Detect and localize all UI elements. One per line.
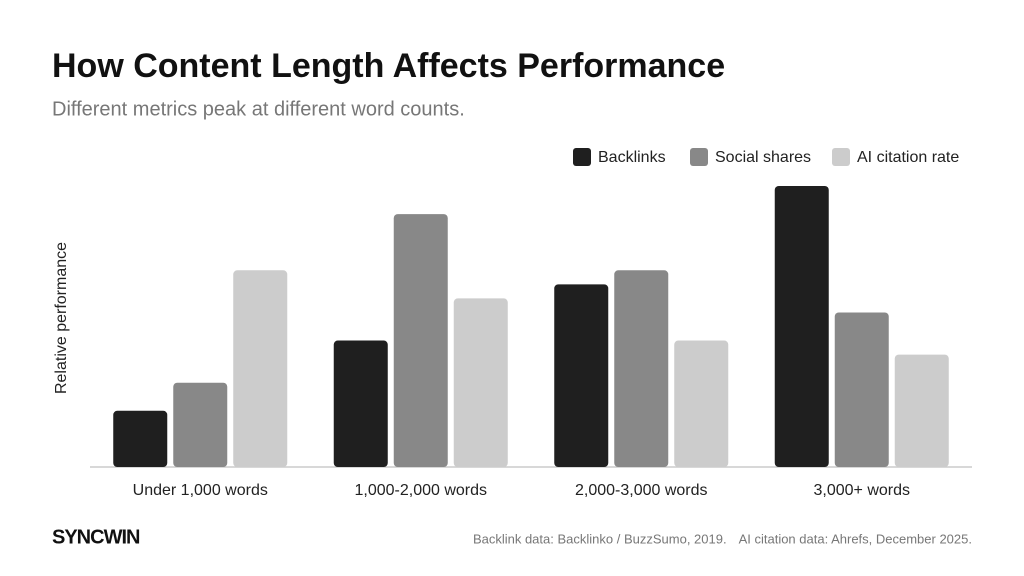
bar bbox=[233, 270, 288, 467]
x-tick-label: Under 1,000 words bbox=[133, 482, 268, 499]
legend-swatch bbox=[573, 148, 591, 166]
legend-label: AI citation rate bbox=[857, 149, 959, 166]
chart-title: How Content Length Affects Performance bbox=[52, 47, 725, 85]
brand-logo: SYNCWIN bbox=[52, 526, 140, 548]
chart-subtitle: Different metrics peak at different word… bbox=[52, 98, 465, 120]
bar bbox=[173, 382, 228, 467]
y-axis-label: Relative performance bbox=[53, 242, 70, 394]
bar bbox=[453, 298, 508, 467]
legend-swatch bbox=[690, 148, 708, 166]
bar bbox=[674, 340, 729, 467]
legend-swatch bbox=[832, 148, 850, 166]
bar bbox=[333, 340, 388, 467]
bar bbox=[894, 354, 949, 467]
legend-label: Social shares bbox=[715, 149, 811, 166]
bar bbox=[393, 214, 448, 467]
bar bbox=[774, 186, 829, 467]
source-note: Backlink data: Backlinko / BuzzSumo, 201… bbox=[473, 531, 727, 546]
legend-label: Backlinks bbox=[598, 149, 666, 166]
bar bbox=[614, 270, 669, 467]
x-tick-label: 2,000-3,000 words bbox=[575, 482, 708, 499]
bar bbox=[834, 312, 889, 467]
bar bbox=[554, 284, 609, 467]
x-tick-label: 3,000+ words bbox=[813, 482, 910, 499]
bar bbox=[113, 410, 168, 467]
x-tick-label: 1,000-2,000 words bbox=[354, 482, 487, 499]
source-note: AI citation data: Ahrefs, December 2025. bbox=[739, 531, 972, 546]
